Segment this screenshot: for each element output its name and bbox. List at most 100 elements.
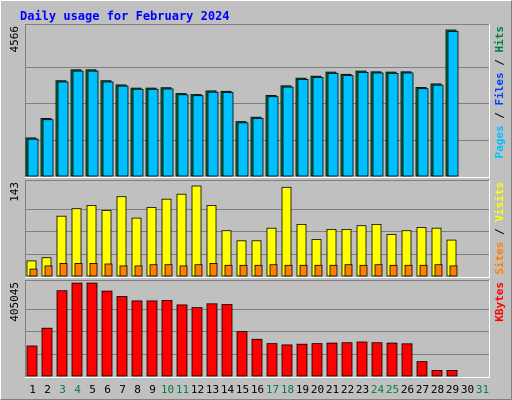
- y-max-label: 143: [8, 182, 21, 202]
- day-label-19: 19: [296, 383, 309, 396]
- bar-kbytes-day-12: [191, 307, 203, 377]
- bar-files-day-8: [132, 88, 144, 177]
- bar-files-day-27: [417, 88, 429, 177]
- bar-visits-day-11: [176, 193, 187, 277]
- bar-files-day-25: [387, 73, 399, 177]
- day-label-2: 2: [44, 383, 51, 396]
- legend-visits: Visits: [493, 182, 506, 222]
- bar-kbytes-day-19: [296, 343, 308, 377]
- day-labels: 1 2 3 4 5 6 7 8 9 10 11 12 13 14 15 16 17 18 19 20 21 22 23 24 2…: [29, 383, 489, 396]
- bar-files-day-26: [402, 72, 414, 177]
- day-label-16: 16: [251, 383, 264, 396]
- bar-files-day-22: [342, 75, 354, 177]
- bar-files-day-19: [297, 79, 309, 177]
- day-label-1: 1: [29, 383, 36, 396]
- legend-bottom: KBytes: [493, 282, 506, 322]
- bar-files-day-20: [312, 77, 324, 177]
- bar-files-day-15: [237, 122, 249, 177]
- bar-kbytes-day-24: [371, 342, 383, 377]
- bar-kbytes-day-9: [146, 300, 158, 377]
- bar-files-day-14: [222, 92, 234, 177]
- bar-files-day-24: [372, 72, 384, 177]
- y-max-label: 4566: [8, 26, 21, 53]
- day-label-22: 22: [341, 383, 354, 396]
- day-label-10: 10: [161, 383, 174, 396]
- bar-files-day-5: [87, 70, 99, 177]
- bar-files-day-2: [42, 119, 54, 177]
- day-label-8: 8: [134, 383, 141, 396]
- bar-kbytes-day-17: [266, 343, 278, 377]
- bar-kbytes-day-15: [236, 331, 248, 377]
- bar-sites-day-1: [29, 268, 38, 277]
- day-label-6: 6: [104, 383, 111, 396]
- bar-sites-day-14: [224, 264, 233, 277]
- bar-sites-day-7: [119, 265, 128, 277]
- bar-files-day-1: [27, 138, 39, 177]
- day-label-7: 7: [119, 383, 126, 396]
- bar-kbytes-day-22: [341, 342, 353, 377]
- bar-sites-day-17: [269, 264, 278, 277]
- bar-kbytes-day-3: [56, 290, 68, 377]
- bar-files-day-4: [72, 70, 84, 177]
- bar-kbytes-day-2: [41, 327, 53, 377]
- bar-kbytes-day-14: [221, 304, 233, 377]
- bar-files-day-11: [177, 94, 189, 177]
- day-label-13: 13: [206, 383, 219, 396]
- bar-kbytes-day-8: [131, 300, 143, 377]
- chart-title: Daily usage for February 2024: [20, 9, 230, 23]
- bar-files-day-21: [327, 73, 339, 177]
- bar-sites-day-22: [344, 264, 353, 277]
- bar-kbytes-day-13: [206, 303, 218, 377]
- bar-sites-day-21: [329, 264, 338, 277]
- day-label-4: 4: [74, 383, 81, 396]
- bar-files-day-17: [267, 96, 279, 177]
- bar-sites-day-23: [359, 264, 368, 277]
- legend-hits: Hits: [493, 26, 506, 53]
- bar-kbytes-day-4: [71, 282, 83, 377]
- day-label-20: 20: [311, 383, 324, 396]
- panel-top: 4566 Pages / Files / Hits: [8, 24, 506, 178]
- legend-separator: /: [493, 222, 506, 242]
- legend-kbytes: KBytes: [493, 282, 506, 322]
- bar-sites-day-15: [239, 264, 248, 277]
- day-label-27: 27: [416, 383, 429, 396]
- bar-sites-day-3: [59, 262, 68, 277]
- day-label-26: 26: [401, 383, 414, 396]
- bar-files-day-10: [162, 88, 174, 177]
- bar-kbytes-day-6: [101, 290, 113, 377]
- bar-sites-day-9: [149, 264, 158, 277]
- legend-top: Pages / Files / Hits: [493, 26, 506, 159]
- bar-files-day-13: [207, 91, 219, 177]
- bar-kbytes-day-23: [356, 341, 368, 377]
- bar-files-day-29: [447, 31, 459, 177]
- bar-sites-day-12: [194, 264, 203, 277]
- day-label-3: 3: [59, 383, 66, 396]
- bar-files-day-7: [117, 85, 129, 177]
- legend-files: Files: [493, 72, 506, 105]
- day-label-21: 21: [326, 383, 339, 396]
- bar-kbytes-day-10: [161, 300, 173, 377]
- bar-files-day-3: [57, 81, 69, 177]
- bar-visits-day-7: [116, 196, 127, 277]
- bar-kbytes-day-11: [176, 304, 188, 377]
- panel-middle: 143 Sites / Visits: [8, 180, 506, 278]
- bar-sites-day-25: [389, 264, 398, 277]
- legend-separator: /: [493, 53, 506, 73]
- bar-files-day-18: [282, 86, 294, 177]
- bar-sites-day-18: [284, 264, 293, 277]
- bar-sites-day-2: [44, 265, 53, 277]
- bar-sites-day-8: [134, 265, 143, 277]
- day-label-25: 25: [386, 383, 399, 396]
- day-label-14: 14: [221, 383, 235, 396]
- day-label-31: 31: [476, 383, 489, 396]
- bar-files-day-9: [147, 88, 159, 177]
- bar-sites-day-29: [449, 265, 458, 277]
- y-max-label: 405045: [8, 282, 21, 322]
- bar-sites-day-10: [164, 264, 173, 277]
- bar-files-day-16: [252, 118, 264, 177]
- bar-sites-day-27: [419, 264, 428, 277]
- bar-sites-day-13: [209, 262, 218, 277]
- day-label-24: 24: [371, 383, 385, 396]
